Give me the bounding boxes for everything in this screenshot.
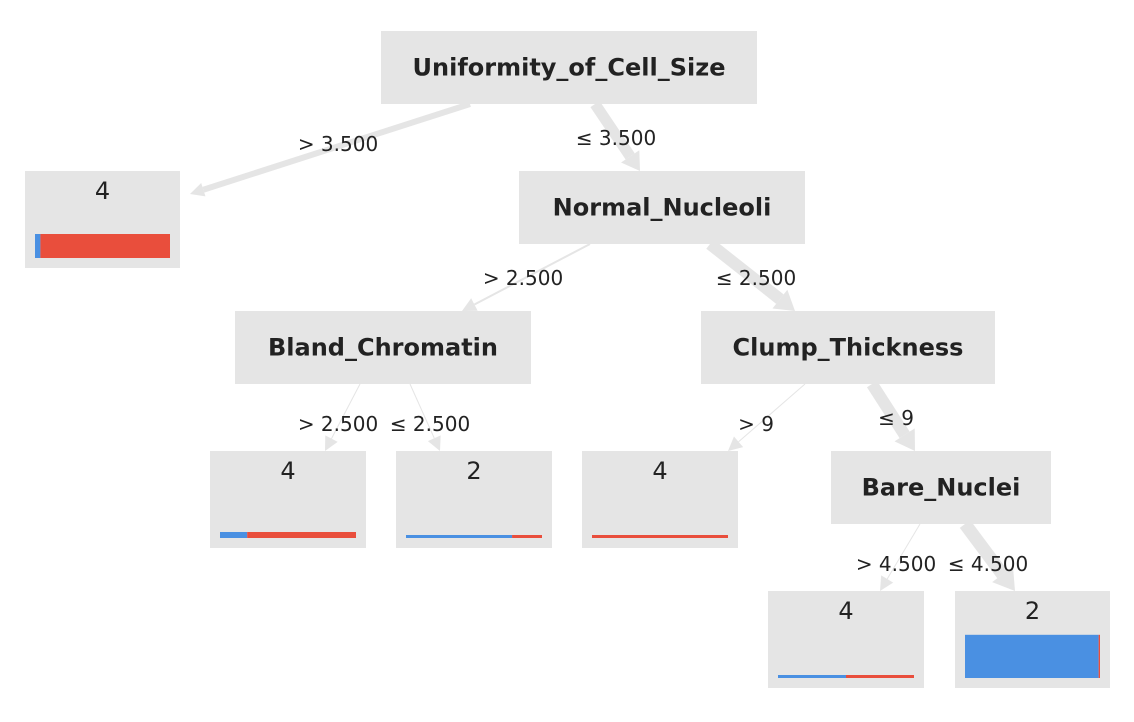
leaf-node[interactable]: 4 bbox=[25, 171, 180, 268]
split-node[interactable]: Bland_Chromatin bbox=[235, 311, 531, 384]
leaf-class-label: 4 bbox=[652, 457, 667, 485]
edge-line bbox=[331, 383, 361, 439]
nodes-layer: Uniformity_of_Cell_Size 4 Normal_Nucleoli B… bbox=[25, 31, 1110, 688]
edge-label: > 4.500 bbox=[856, 552, 936, 576]
edge-n3-n6 bbox=[409, 383, 441, 451]
class-2-bar bbox=[220, 532, 248, 538]
node-box bbox=[381, 31, 757, 104]
split-node[interactable]: Bare_Nuclei bbox=[831, 451, 1051, 524]
edge-n8-n10 bbox=[959, 520, 1015, 591]
leaf-class-label: 4 bbox=[95, 177, 110, 205]
arrowhead-icon bbox=[992, 566, 1015, 591]
edge-line bbox=[886, 523, 921, 580]
edge-label: ≤ 3.500 bbox=[576, 126, 656, 150]
edge-line bbox=[866, 380, 910, 439]
node-box bbox=[701, 311, 995, 384]
arrowhead-icon bbox=[325, 435, 338, 451]
split-feature-label: Bland_Chromatin bbox=[268, 334, 498, 362]
edge-line bbox=[959, 520, 1008, 579]
edge-n2-n4 bbox=[706, 239, 795, 311]
edge-label: > 3.500 bbox=[298, 132, 378, 156]
edge-line bbox=[706, 239, 784, 304]
class-4-bar bbox=[512, 535, 542, 538]
node-box bbox=[396, 451, 552, 548]
leaf-node[interactable]: 4 bbox=[768, 591, 924, 688]
split-feature-label: Clump_Thickness bbox=[733, 334, 964, 362]
arrowhead-icon bbox=[462, 298, 478, 311]
edge-label: ≤ 4.500 bbox=[948, 552, 1028, 576]
edge-line bbox=[738, 383, 806, 443]
leaf-node[interactable]: 2 bbox=[396, 451, 552, 548]
edge-n3-n5 bbox=[325, 383, 361, 451]
edge-labels-layer: > 3.500 ≤ 3.500 > 2.500 ≤ 2.500 > 2.500 ≤ 2.5… bbox=[298, 126, 1028, 576]
class-2-bar bbox=[35, 234, 41, 258]
edge-line bbox=[409, 383, 435, 439]
leaf-node[interactable]: 2 bbox=[955, 591, 1110, 688]
class-2-bar bbox=[406, 535, 513, 538]
node-box bbox=[519, 171, 805, 244]
leaf-node[interactable]: 4 bbox=[210, 451, 366, 548]
arrowhead-icon bbox=[621, 150, 640, 171]
arrowhead-icon bbox=[190, 183, 206, 197]
edge-line bbox=[473, 243, 591, 306]
class-2-bar bbox=[778, 675, 846, 678]
edge-label: > 2.500 bbox=[483, 266, 563, 290]
edge-n0-n2 bbox=[590, 100, 640, 171]
node-box bbox=[235, 311, 531, 384]
leaf-node[interactable]: 4 bbox=[582, 451, 738, 548]
class-4-bar bbox=[846, 675, 914, 678]
split-node[interactable]: Uniformity_of_Cell_Size bbox=[381, 31, 757, 104]
arrowhead-icon bbox=[772, 289, 795, 311]
split-node[interactable]: Clump_Thickness bbox=[701, 311, 995, 384]
edge-n4-n8 bbox=[866, 380, 915, 451]
node-box bbox=[768, 591, 924, 688]
edge-label: ≤ 2.500 bbox=[716, 266, 796, 290]
edges-layer bbox=[190, 100, 1015, 591]
node-box bbox=[831, 451, 1051, 524]
split-feature-label: Uniformity_of_Cell_Size bbox=[413, 54, 726, 82]
split-feature-label: Bare_Nuclei bbox=[862, 474, 1021, 502]
edge-n0-n1 bbox=[190, 101, 471, 197]
leaf-class-label: 2 bbox=[466, 457, 481, 485]
edge-n4-n7 bbox=[728, 383, 806, 451]
edge-label: ≤ 9 bbox=[878, 406, 914, 430]
node-box bbox=[582, 451, 738, 548]
arrowhead-icon bbox=[728, 436, 744, 451]
edge-line bbox=[590, 100, 635, 160]
leaf-class-label: 2 bbox=[1025, 597, 1040, 625]
split-feature-label: Normal_Nucleoli bbox=[553, 194, 772, 222]
edge-label: ≤ 2.500 bbox=[390, 412, 470, 436]
class-2-bar bbox=[965, 634, 1099, 678]
edge-line bbox=[202, 101, 471, 193]
class-4-bar bbox=[40, 234, 171, 258]
leaf-class-label: 4 bbox=[280, 457, 295, 485]
arrowhead-icon bbox=[880, 575, 894, 591]
edge-n8-n9 bbox=[880, 523, 921, 591]
arrowhead-icon bbox=[894, 428, 915, 451]
split-node[interactable]: Normal_Nucleoli bbox=[519, 171, 805, 244]
edge-n2-n3 bbox=[462, 243, 591, 311]
arrowhead-icon bbox=[427, 435, 441, 451]
class-4-bar bbox=[592, 535, 728, 538]
edge-label: > 9 bbox=[738, 412, 774, 436]
leaf-class-label: 4 bbox=[838, 597, 853, 625]
node-box bbox=[210, 451, 366, 548]
edge-label: > 2.500 bbox=[298, 412, 378, 436]
class-4-bar bbox=[1098, 634, 1100, 678]
class-4-bar bbox=[247, 532, 356, 538]
